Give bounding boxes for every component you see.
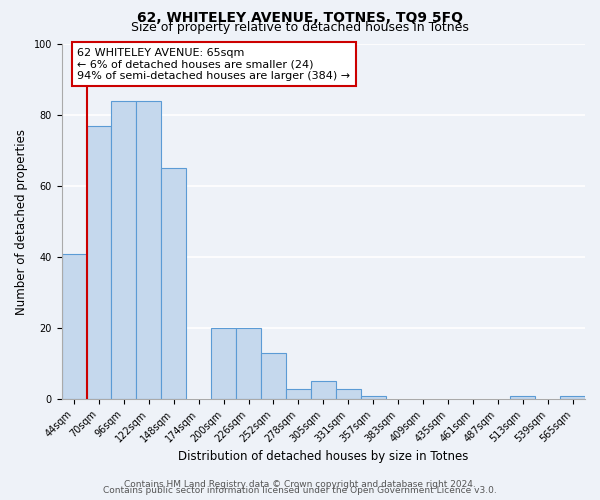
Text: 62 WHITELEY AVENUE: 65sqm
← 6% of detached houses are smaller (24)
94% of semi-d: 62 WHITELEY AVENUE: 65sqm ← 6% of detach… xyxy=(77,48,350,81)
Bar xyxy=(112,101,136,399)
Bar xyxy=(510,396,535,399)
X-axis label: Distribution of detached houses by size in Totnes: Distribution of detached houses by size … xyxy=(178,450,469,462)
Text: Contains HM Land Registry data © Crown copyright and database right 2024.: Contains HM Land Registry data © Crown c… xyxy=(124,480,476,489)
Bar xyxy=(136,101,161,399)
Bar xyxy=(261,353,286,399)
Y-axis label: Number of detached properties: Number of detached properties xyxy=(15,128,28,314)
Bar xyxy=(336,388,361,399)
Text: 62, WHITELEY AVENUE, TOTNES, TQ9 5FQ: 62, WHITELEY AVENUE, TOTNES, TQ9 5FQ xyxy=(137,11,463,25)
Bar xyxy=(361,396,386,399)
Bar xyxy=(62,254,86,399)
Text: Contains public sector information licensed under the Open Government Licence v3: Contains public sector information licen… xyxy=(103,486,497,495)
Bar xyxy=(236,328,261,399)
Bar xyxy=(211,328,236,399)
Text: Size of property relative to detached houses in Totnes: Size of property relative to detached ho… xyxy=(131,22,469,35)
Bar xyxy=(560,396,585,399)
Bar xyxy=(311,382,336,399)
Bar xyxy=(161,168,186,399)
Bar xyxy=(286,388,311,399)
Bar xyxy=(86,126,112,399)
